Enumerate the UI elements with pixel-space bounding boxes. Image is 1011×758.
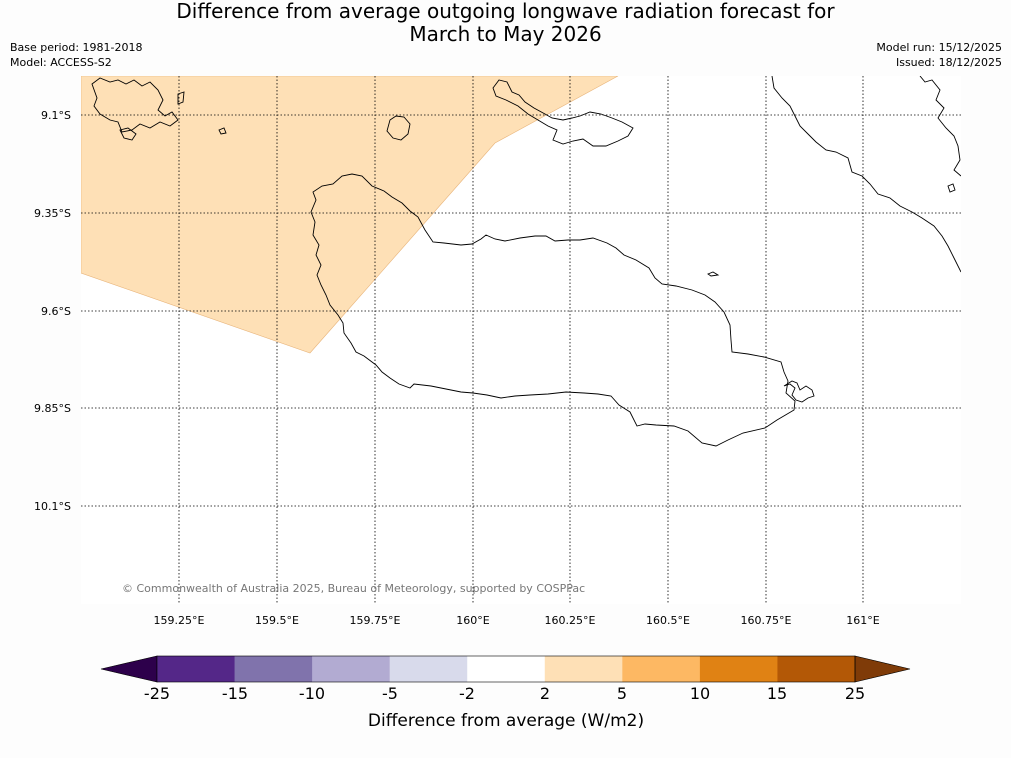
map-panel: 9.1°S 9.35°S 9.6°S 9.85°S 10.1°S 159.25°… xyxy=(34,76,961,627)
lat-label: 9.1°S xyxy=(41,109,71,122)
colorbar-swatch xyxy=(544,656,623,682)
anomaly-shading-2-to-5 xyxy=(81,76,619,354)
coastline-islet-c xyxy=(119,127,137,141)
colorbar-tick: 15 xyxy=(767,684,787,703)
colorbar-swatch xyxy=(389,656,468,682)
colorbar-tick: 2 xyxy=(540,684,550,703)
lon-label: 160.5°E xyxy=(646,614,690,627)
colorbar-swatch xyxy=(699,656,778,682)
colorbar-tick: -15 xyxy=(222,684,248,703)
coastline-russell-islands xyxy=(91,77,179,133)
gridlines xyxy=(81,76,961,604)
coastline-islet-b xyxy=(177,91,185,105)
colorbar-swatch xyxy=(777,656,856,682)
colorbar-tick: -25 xyxy=(144,684,170,703)
coastline-malaita xyxy=(771,76,961,273)
base-period: Base period: 1981-2018 xyxy=(10,41,143,54)
colorbar-swatch xyxy=(467,656,546,682)
colorbar-extend-low xyxy=(100,655,158,683)
colorbar-outline xyxy=(156,655,856,683)
lon-label: 160.25°E xyxy=(545,614,596,627)
meta-left: Base period: 1981-2018 Model: ACCESS-S2 xyxy=(10,40,142,70)
issued-date: Issued: 18/12/2025 xyxy=(895,56,1002,69)
colorbar-tick: -5 xyxy=(382,684,398,703)
colorbar-ticks: -25 -15 -10 -5 -2 2 5 10 15 25 xyxy=(144,684,865,703)
copyright-notice: © Commonwealth of Australia 2025, Bureau… xyxy=(122,582,585,595)
coastline-islet-d xyxy=(947,183,956,193)
map-title: Difference from average outgoing longwav… xyxy=(0,0,1011,46)
lon-label: 159.5°E xyxy=(255,614,299,627)
title-line-2: March to May 2026 xyxy=(409,22,602,46)
lat-label: 9.35°S xyxy=(34,207,71,220)
colorbar-tick: -10 xyxy=(299,684,325,703)
colorbar-swatches xyxy=(100,655,911,683)
title-line-1: Difference from average outgoing longwav… xyxy=(176,0,835,23)
model-run: Model run: 15/12/2025 xyxy=(876,41,1002,54)
coastlines xyxy=(91,76,961,447)
colorbar-label: Difference from average (W/m2) xyxy=(368,711,644,731)
lon-label: 159.25°E xyxy=(154,614,205,627)
lon-label: 161°E xyxy=(846,614,879,627)
coastline-malaita-north xyxy=(919,76,961,177)
coastline-islet-a xyxy=(218,127,227,135)
colorbar-tick: -2 xyxy=(459,684,475,703)
colorbar-swatch xyxy=(157,656,236,682)
lat-label: 10.1°S xyxy=(34,500,71,513)
colorbar-tick: 10 xyxy=(690,684,710,703)
colorbar-swatch xyxy=(622,656,701,682)
coastline-round-island xyxy=(386,115,411,141)
meta-right: Model run: 15/12/2025 Issued: 18/12/2025 xyxy=(876,40,1002,70)
colorbar-swatch xyxy=(312,656,391,682)
coastline-main-island xyxy=(310,173,796,447)
colorbar-tick: 25 xyxy=(845,684,865,703)
coastline-small-islet xyxy=(707,271,720,277)
longitude-labels: 159.25°E 159.5°E 159.75°E 160°E 160.25°E… xyxy=(154,614,880,627)
colorbar-tick: 5 xyxy=(617,684,627,703)
coastline-east-islets xyxy=(783,380,815,403)
coastline-florida-islands xyxy=(492,79,634,147)
lon-label: 160.75°E xyxy=(741,614,792,627)
lon-label: 160°E xyxy=(456,614,489,627)
lon-label: 159.75°E xyxy=(350,614,401,627)
colorbar-swatch xyxy=(234,656,313,682)
lat-label: 9.85°S xyxy=(34,402,71,415)
model-name: Model: ACCESS-S2 xyxy=(10,56,112,69)
colorbar-extend-high xyxy=(854,655,911,683)
lat-label: 9.6°S xyxy=(41,305,71,318)
latitude-labels: 9.1°S 9.35°S 9.6°S 9.85°S 10.1°S xyxy=(34,109,71,513)
